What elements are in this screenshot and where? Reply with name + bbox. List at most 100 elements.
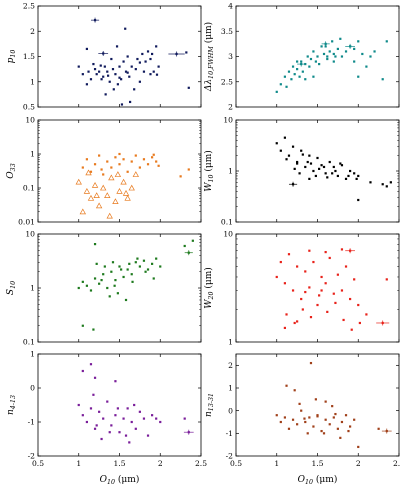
y-axis-label: W20 (μm) bbox=[203, 267, 215, 309]
data-point bbox=[334, 55, 337, 58]
data-point bbox=[102, 273, 105, 276]
data-point bbox=[100, 78, 103, 81]
data-point bbox=[347, 429, 350, 433]
data-point bbox=[298, 172, 301, 175]
y-axis-label-subscript: 10 bbox=[10, 50, 17, 58]
data-point bbox=[275, 414, 278, 417]
data-point bbox=[312, 425, 315, 428]
data-point bbox=[344, 177, 348, 180]
data-point bbox=[357, 303, 360, 307]
data-point bbox=[122, 275, 125, 279]
data-point bbox=[108, 295, 111, 298]
data-point bbox=[142, 70, 146, 73]
data-point bbox=[296, 160, 299, 164]
y-tick-label: 1 bbox=[30, 150, 35, 159]
data-point bbox=[130, 160, 133, 163]
data-point bbox=[385, 40, 388, 43]
data-point bbox=[106, 70, 109, 73]
data-point bbox=[93, 427, 97, 430]
data-point bbox=[304, 78, 307, 81]
data-point bbox=[110, 166, 113, 169]
data-point bbox=[102, 173, 105, 176]
data-point bbox=[381, 78, 384, 81]
data-point bbox=[126, 407, 129, 410]
plot-frame bbox=[235, 119, 400, 223]
data-point bbox=[357, 75, 360, 78]
data-point bbox=[336, 47, 339, 51]
y-tick-label: -2 bbox=[226, 452, 234, 461]
data-point-open bbox=[95, 202, 103, 209]
data-point bbox=[340, 420, 344, 424]
data-point bbox=[300, 62, 303, 66]
data-point bbox=[98, 410, 101, 413]
data-point bbox=[312, 75, 315, 78]
data-point bbox=[385, 278, 388, 281]
data-point bbox=[106, 74, 110, 77]
data-point bbox=[291, 418, 295, 421]
y-tick-label: 2.5 bbox=[23, 2, 35, 11]
data-point bbox=[130, 273, 133, 276]
x-tick-label: 1 bbox=[76, 459, 81, 468]
data-point bbox=[296, 265, 299, 268]
data-point bbox=[136, 257, 139, 260]
data-point bbox=[353, 60, 356, 63]
data-point bbox=[283, 416, 286, 419]
data-point bbox=[146, 50, 150, 53]
y-tick-label: 2 bbox=[228, 361, 233, 370]
data-point bbox=[128, 441, 131, 444]
data-point bbox=[98, 282, 101, 285]
data-point-open bbox=[85, 169, 92, 176]
data-point bbox=[312, 169, 315, 173]
data-point bbox=[320, 45, 323, 48]
data-point bbox=[357, 174, 360, 178]
data-point bbox=[389, 181, 392, 184]
data-point bbox=[353, 172, 356, 175]
data-point bbox=[279, 420, 282, 424]
data-point bbox=[191, 239, 194, 242]
data-point bbox=[81, 414, 84, 417]
data-point bbox=[298, 75, 301, 78]
x-axis-label-unit: (μm) bbox=[313, 474, 337, 485]
data-point bbox=[151, 156, 154, 159]
data-point bbox=[114, 414, 117, 417]
data-point bbox=[77, 403, 80, 407]
data-point bbox=[152, 277, 155, 280]
data-point bbox=[357, 445, 360, 449]
data-point bbox=[324, 400, 327, 403]
data-point bbox=[95, 73, 98, 76]
data-point bbox=[138, 61, 141, 64]
data-point bbox=[116, 407, 119, 410]
data-point bbox=[308, 286, 311, 289]
data-point bbox=[104, 93, 107, 96]
data-point bbox=[309, 162, 313, 165]
data-point bbox=[85, 284, 88, 287]
data-point bbox=[89, 363, 93, 366]
y-axis-label-symbol: S bbox=[6, 289, 16, 295]
data-point bbox=[151, 414, 154, 417]
data-point bbox=[114, 156, 117, 159]
y-axis-label-unit: (μm) bbox=[203, 150, 214, 174]
data-point bbox=[85, 420, 88, 424]
data-point bbox=[81, 166, 84, 169]
data-point bbox=[126, 55, 129, 58]
data-point bbox=[120, 78, 123, 81]
data-point bbox=[290, 78, 293, 81]
data-point-open bbox=[104, 192, 111, 198]
data-point bbox=[318, 294, 321, 297]
data-point bbox=[349, 169, 352, 173]
y-axis-label-symbol: O bbox=[6, 171, 16, 179]
data-point bbox=[81, 369, 84, 373]
data-point bbox=[89, 407, 93, 410]
data-point bbox=[312, 50, 315, 53]
data-point bbox=[85, 158, 88, 161]
y-tick-label: 2 bbox=[30, 27, 35, 36]
data-point-open bbox=[132, 171, 139, 177]
data-point bbox=[138, 265, 141, 268]
data-point bbox=[300, 60, 303, 63]
data-point bbox=[287, 70, 291, 73]
y-axis-label: W10 (μm) bbox=[203, 150, 215, 192]
data-point bbox=[183, 417, 186, 420]
data-point bbox=[293, 321, 296, 325]
data-point bbox=[296, 68, 299, 71]
